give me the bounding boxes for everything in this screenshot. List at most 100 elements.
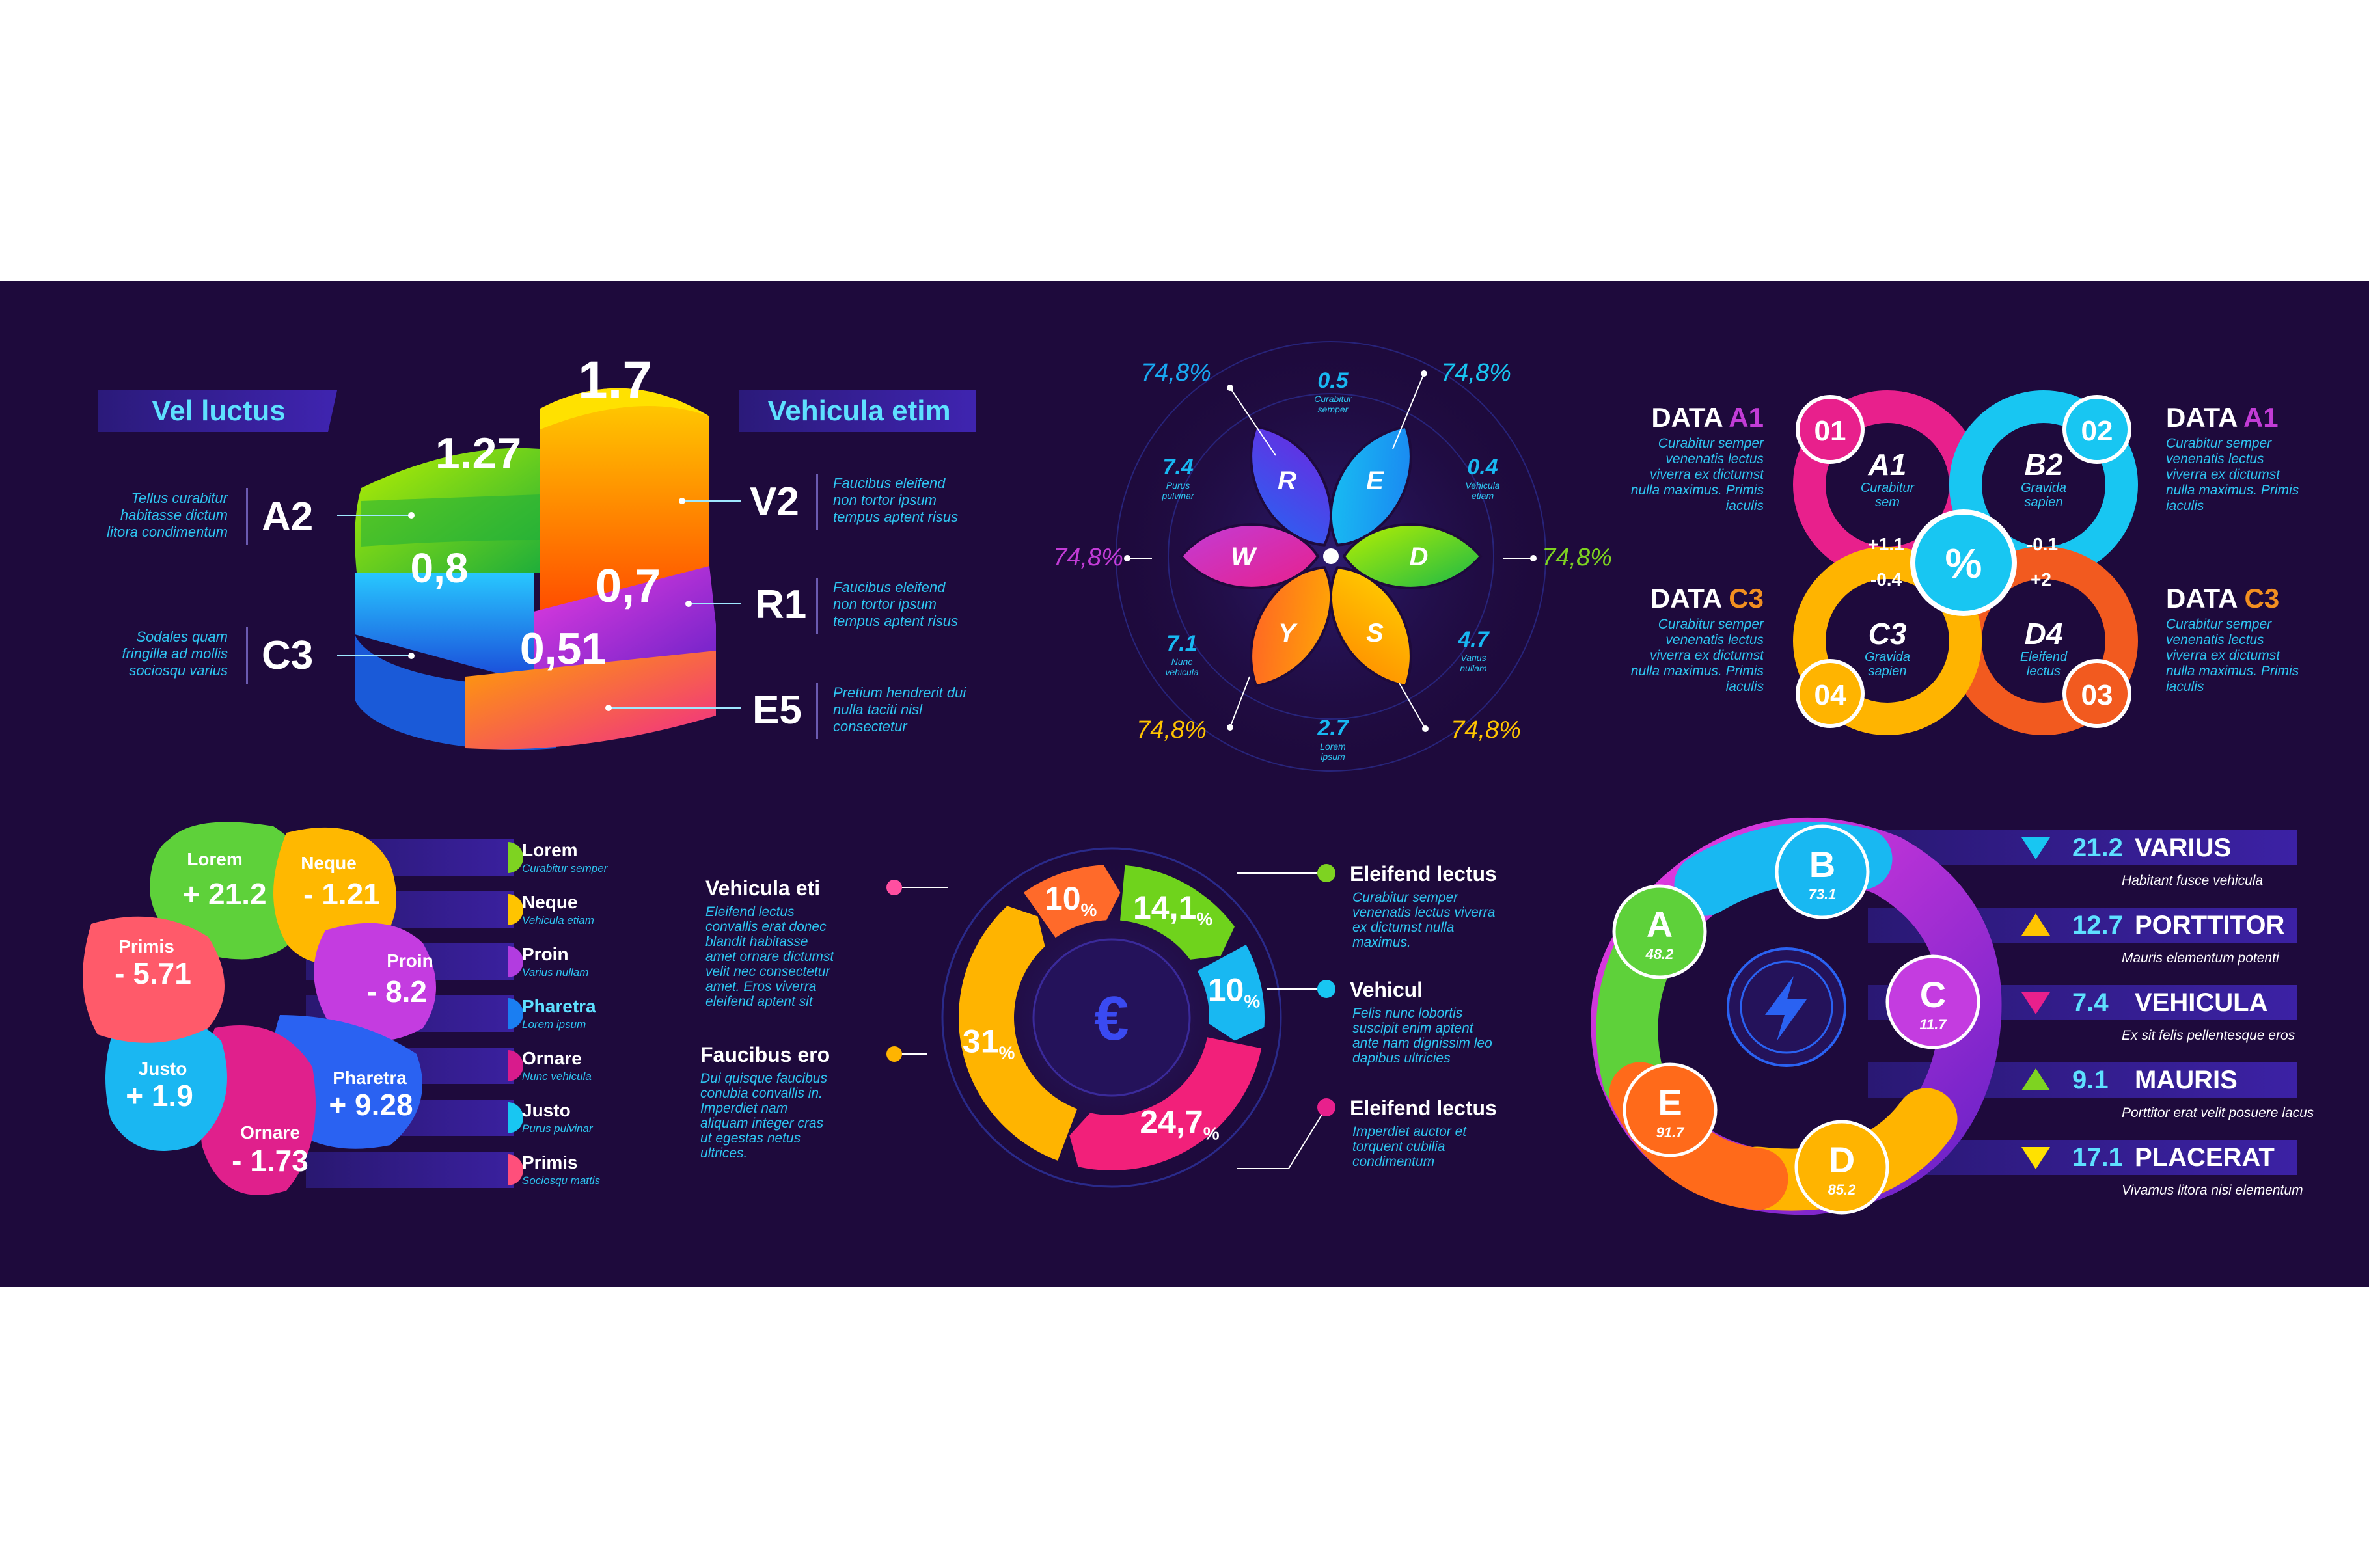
wheel-list-value-3: 9.1	[2072, 1066, 2109, 1094]
rightNote1-line-3: maximus.	[1352, 935, 1411, 950]
wheel-list-title-2: VEHICULA	[2135, 988, 2267, 1017]
ring-badge-01: 01	[1796, 395, 1865, 464]
cycle-note-right-2-title: Vehicul	[1350, 978, 1423, 1001]
flower-note-4-value: 7.1	[1166, 631, 1197, 656]
leftNote1-line-2: blandit habitasse	[705, 934, 808, 949]
blob-legend-title-3: Pharetra	[522, 996, 596, 1016]
data-block-2-desc-3: nulla maximus. Primis	[1631, 664, 1764, 679]
flower-pct-top-left: 74,8%	[1141, 359, 1211, 386]
blob-legend-marker-2	[508, 946, 523, 977]
blob-legend-marker-4	[508, 1050, 523, 1081]
blob-category-6: Ornare	[240, 1122, 300, 1142]
data-block-0-desc-4: iaculis	[1726, 498, 1764, 513]
ring-03-number: 03	[2081, 679, 2113, 711]
flower-note-1: 0.4 Vehicula etiam	[1465, 455, 1499, 501]
flower-petal-w	[1179, 523, 1320, 589]
cycle-outer-ring	[941, 847, 1282, 1188]
blob-legend-title-1: Neque	[522, 892, 578, 912]
wheel-list-down-arrow-icon-0	[2021, 837, 2050, 859]
blob-legend-row-6: Primis Sociosqu mattis	[306, 1152, 600, 1188]
pie-value-label-1: 1.27	[435, 429, 521, 478]
rings-group	[1793, 390, 2138, 735]
blob-legend-marker-0	[508, 842, 523, 873]
e5-divider	[816, 683, 818, 739]
pie-3d-body	[355, 388, 716, 750]
a2-desc-line-1: Tellus curabitur	[131, 490, 229, 506]
data-block-3-desc-0: Curabitur semper	[2166, 617, 2272, 632]
data-block-3-desc-3: nulla maximus. Primis	[2166, 664, 2299, 679]
leftNote2-line-5: ultrices.	[700, 1146, 747, 1161]
e5-desc-line-1: Pretium hendrerit dui	[833, 684, 966, 701]
data-block-2-desc-2: viverra ex dictumst	[1650, 648, 1764, 663]
cycle-label-2: 24,7%	[1140, 1104, 1219, 1144]
flower-petal-label-0: R	[1278, 466, 1296, 495]
leftNote2-line-4: ut egestas netus	[700, 1131, 801, 1146]
code-c3: C3	[262, 633, 313, 678]
data-block-2-desc-1: venenatis lectus	[1665, 632, 1764, 647]
leftNote2-line-3: aliquam integer cras	[700, 1116, 824, 1131]
wheel-node-c: C11.7	[1885, 954, 1980, 1049]
cycle-note-left-1-dot	[886, 880, 902, 895]
data-block-1-desc-2: viverra ex dictumst	[2166, 467, 2280, 482]
data-block-0-desc-0: Curabitur semper	[1658, 436, 1764, 451]
blob-value-3: - 8.2	[367, 975, 427, 1008]
c3-divider	[246, 627, 248, 684]
wheel-node-letter-4: E	[1658, 1082, 1682, 1123]
r1-desc-line-3: tempus aptent risus	[833, 613, 958, 629]
wheel-node-letter-3: D	[1829, 1139, 1855, 1180]
rightNote1-line-2: ex dictumst nulla	[1352, 920, 1454, 935]
flower-petal-label-1: E	[1366, 466, 1384, 495]
label-vehicula-etim: Vehicula etim	[767, 395, 950, 427]
panel-rings: % 01 02 03 04 A1 Curabitur sem B2 Gravid…	[1631, 390, 2299, 735]
flower-pct-top-right: 74,8%	[1441, 359, 1511, 386]
rings-center-symbol: %	[1945, 540, 1982, 587]
data-block-2-heading: DATA C3	[1650, 583, 1764, 614]
blob-value-1: - 1.21	[303, 877, 380, 911]
cycle-note-right-2-dot	[1317, 980, 1335, 998]
ring-02-code: B2	[2025, 448, 2063, 481]
data-block-2-desc-0: Curabitur semper	[1658, 617, 1764, 632]
ring-04-code: C3	[1869, 617, 1907, 651]
flower-note-4-line-2: vehicula	[1165, 667, 1199, 677]
flower-note-3-line-1: Lorem	[1320, 741, 1346, 751]
blob-category-3: Proin	[387, 951, 433, 971]
wheel-list-value-1: 12.7	[2072, 911, 2123, 939]
blob-value-5: + 9.28	[329, 1088, 413, 1122]
flower-note-2-line-1: Varius	[1460, 653, 1486, 663]
ring-delta-1: +1.1	[1868, 534, 1904, 554]
cycle-label-1: 10%	[1208, 972, 1261, 1012]
blob-value-4: + 1.9	[126, 1079, 193, 1113]
blob-legend-band-6	[306, 1152, 514, 1188]
flower-note-5-value: 7.4	[1162, 455, 1193, 480]
data-block-1-desc-4: iaculis	[2166, 498, 2204, 513]
flower-note-2-line-2: nullam	[1460, 663, 1487, 673]
ring-delta-3: -0.1	[2027, 534, 2058, 554]
panel-3d-pie: Vel luctus Vehicula etim 1.7 1.27 0,8 0,7 0,…	[98, 351, 976, 750]
c3-desc-line-2: fringilla ad mollis	[122, 645, 228, 662]
data-block-0-desc-2: viverra ex dictumst	[1650, 467, 1764, 482]
cycle-note-right-3-dot	[1317, 1098, 1335, 1116]
ring-04	[1793, 547, 1982, 735]
r1-desc-line-1: Faucibus eleifend	[833, 579, 946, 595]
flower-note-3-line-2: ipsum	[1321, 751, 1345, 762]
v2-desc-line-1: Faucibus eleifend	[833, 475, 946, 491]
cycle-arrow-1	[1197, 944, 1265, 1041]
flower-note-1-line-2: etiam	[1472, 491, 1494, 501]
ring-01-number: 01	[1814, 415, 1846, 447]
data-block-3-desc-1: venenatis lectus	[2166, 632, 2264, 647]
blob-category-1: Neque	[301, 853, 357, 873]
blob-value-6: - 1.73	[232, 1144, 308, 1178]
code-a2: A2	[262, 494, 313, 539]
blob-legend-sub-6: Sociosqu mattis	[522, 1174, 600, 1187]
flower-note-5-line-2: pulvinar	[1161, 491, 1194, 501]
euro-icon: €	[1094, 984, 1129, 1053]
code-r1: R1	[755, 582, 806, 627]
